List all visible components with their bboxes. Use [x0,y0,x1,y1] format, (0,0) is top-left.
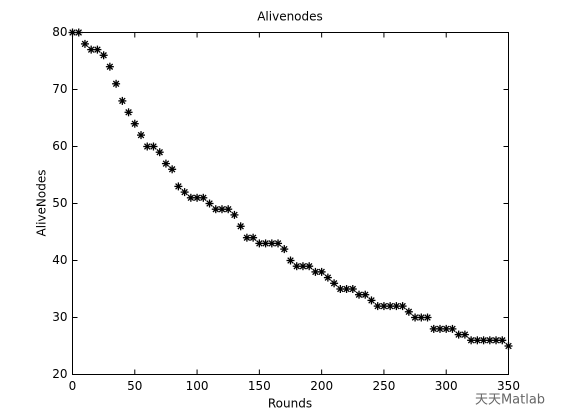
marker [93,45,102,54]
x-tick-label: 350 [497,379,520,393]
marker [442,324,451,333]
x-axis-label: Rounds [268,397,312,411]
marker [80,39,89,48]
marker [236,222,245,231]
y-tick-label: 60 [52,139,67,153]
marker [68,28,77,37]
marker [504,342,513,350]
marker [286,256,295,265]
y-tick-label: 20 [52,367,67,381]
marker [112,79,121,88]
x-tick-label: 300 [435,379,458,393]
marker [99,51,108,60]
marker [398,302,407,311]
y-tick-label: 40 [52,253,67,267]
marker [137,131,146,140]
marker [379,302,388,311]
y-tick-label: 50 [52,196,67,210]
plot-box [72,32,509,375]
marker [230,210,239,219]
x-tick-label: 0 [69,379,77,393]
y-tick-label: 80 [52,25,67,39]
marker [105,62,114,71]
marker [124,108,133,117]
marker [473,336,482,345]
marker [367,296,376,305]
marker [274,239,283,248]
marker [460,330,469,339]
marker [448,324,457,333]
marker [261,239,270,248]
marker [118,96,127,105]
marker [161,159,170,168]
marker [249,233,258,242]
x-tick-label: 200 [310,379,333,393]
chart-title: Alivenodes [257,10,323,24]
marker [155,148,164,157]
x-tick-label: 150 [248,379,271,393]
x-tick-label: 50 [127,379,142,393]
y-axis-label: AliveNodes [35,170,49,237]
marker [174,182,183,191]
marker [361,290,370,299]
marker [205,199,214,208]
marker [130,119,139,128]
marker [348,285,357,293]
marker [305,262,314,271]
marker [404,307,413,316]
marker [373,302,382,311]
marker [199,193,208,202]
marker [492,336,501,345]
marker [330,279,339,288]
marker [317,267,326,276]
watermark: 天天Matlab [475,393,545,408]
y-tick-label: 70 [52,82,67,96]
marker [323,273,332,282]
marker [224,205,233,214]
marker [180,188,189,197]
x-tick-label: 250 [372,379,395,393]
marker [74,28,83,37]
marker [280,245,289,254]
marker [423,313,432,322]
y-tick-label: 30 [52,310,67,324]
x-tick-label: 100 [186,379,209,393]
marker [186,193,195,202]
marker [498,336,507,345]
marker [149,142,158,151]
marker [168,165,177,174]
